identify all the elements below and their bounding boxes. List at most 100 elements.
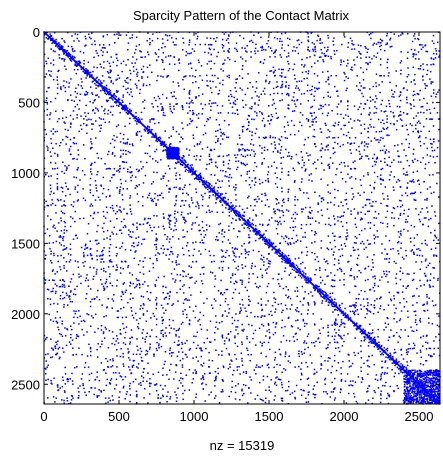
nonzero-point	[407, 182, 409, 184]
nonzero-point	[423, 389, 425, 391]
nonzero-point	[269, 239, 271, 242]
nonzero-point	[111, 298, 114, 300]
nonzero-point	[51, 168, 54, 170]
nonzero-point	[304, 206, 307, 209]
nonzero-point	[198, 250, 200, 252]
nonzero-point	[339, 279, 341, 281]
nonzero-point	[414, 93, 416, 96]
nonzero-point	[327, 70, 329, 73]
nonzero-point	[241, 343, 243, 345]
nonzero-point	[420, 379, 422, 381]
nonzero-point	[229, 208, 231, 211]
nonzero-point	[95, 84, 97, 86]
nonzero-point	[411, 390, 414, 393]
nonzero-point	[418, 394, 421, 396]
nonzero-point	[77, 335, 80, 338]
nonzero-point	[291, 304, 293, 306]
nonzero-point	[407, 386, 409, 389]
nonzero-point	[366, 99, 369, 102]
nonzero-point	[64, 128, 67, 131]
nonzero-point	[277, 151, 279, 153]
nonzero-point	[383, 373, 386, 375]
nonzero-point	[241, 388, 243, 391]
nonzero-point	[71, 56, 74, 58]
nonzero-point	[178, 69, 180, 72]
nonzero-point	[273, 141, 276, 143]
nonzero-point	[169, 105, 171, 108]
nonzero-point	[219, 112, 222, 114]
nonzero-point	[202, 177, 205, 180]
nonzero-point	[169, 147, 172, 150]
nonzero-point	[301, 261, 304, 264]
nonzero-point	[254, 132, 257, 135]
nonzero-point	[166, 373, 168, 376]
nonzero-point	[433, 380, 436, 383]
nonzero-point	[181, 366, 184, 368]
nonzero-point	[178, 161, 180, 163]
nonzero-point	[215, 194, 217, 196]
nonzero-point	[94, 99, 96, 101]
nonzero-point	[434, 400, 437, 403]
nonzero-point	[402, 272, 404, 275]
nonzero-point	[228, 211, 231, 214]
nonzero-point	[303, 92, 306, 95]
nonzero-point	[434, 394, 437, 396]
nonzero-point	[74, 188, 76, 190]
nonzero-point	[286, 37, 289, 40]
nonzero-point	[334, 258, 336, 260]
nonzero-point	[162, 42, 164, 45]
nonzero-point	[141, 76, 143, 78]
nonzero-point	[416, 375, 419, 378]
nonzero-point	[227, 162, 230, 165]
nonzero-point	[160, 332, 162, 334]
nonzero-point	[270, 241, 272, 244]
nonzero-point	[243, 215, 245, 218]
nonzero-point	[221, 256, 223, 258]
nonzero-point	[122, 267, 124, 270]
nonzero-point	[320, 48, 322, 51]
nonzero-point	[107, 72, 110, 74]
nonzero-point	[234, 60, 236, 63]
nonzero-point	[131, 95, 133, 98]
nonzero-point	[386, 367, 389, 369]
nonzero-point	[168, 324, 171, 327]
nonzero-point	[234, 288, 237, 291]
nonzero-point	[181, 122, 183, 124]
nonzero-point	[76, 33, 79, 36]
nonzero-point	[358, 120, 361, 122]
nonzero-point	[313, 373, 315, 375]
nonzero-point	[285, 294, 287, 297]
nonzero-point	[316, 371, 318, 373]
nonzero-point	[355, 305, 357, 307]
nonzero-point	[136, 121, 138, 123]
nonzero-point	[307, 277, 310, 280]
nonzero-point	[435, 378, 437, 381]
nonzero-point	[209, 43, 212, 46]
nonzero-point	[250, 267, 253, 269]
nonzero-point	[97, 54, 100, 57]
nonzero-point	[287, 243, 290, 246]
nonzero-point	[266, 149, 269, 151]
nonzero-point	[122, 356, 125, 358]
nonzero-point	[268, 244, 271, 247]
nonzero-point	[174, 148, 176, 150]
nonzero-point	[265, 272, 268, 274]
nonzero-point	[285, 255, 287, 258]
nonzero-point	[431, 386, 433, 389]
nonzero-point	[408, 371, 410, 373]
nonzero-point	[289, 226, 292, 229]
nonzero-point	[171, 146, 174, 149]
nonzero-point	[135, 115, 137, 118]
nonzero-point	[240, 161, 243, 164]
nonzero-point	[318, 329, 321, 331]
nonzero-point	[280, 257, 283, 260]
nonzero-point	[430, 369, 433, 372]
nonzero-point	[292, 262, 295, 265]
nonzero-point	[331, 299, 333, 301]
nonzero-point	[364, 268, 366, 270]
nonzero-point	[228, 207, 231, 209]
nonzero-point	[245, 384, 247, 387]
nonzero-point	[159, 142, 162, 145]
nonzero-point	[151, 103, 153, 105]
nonzero-point	[186, 299, 189, 301]
